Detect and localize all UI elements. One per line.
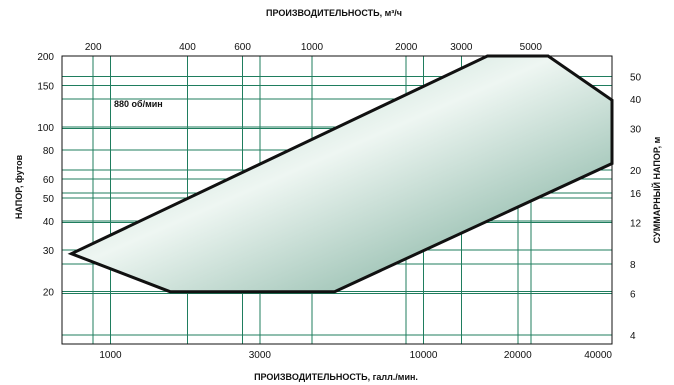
bottom-axis-title: ПРОИЗВОДИТЕЛЬНОСТЬ, галл./мин. bbox=[254, 372, 418, 382]
y-left-tick-label: 20 bbox=[43, 288, 55, 299]
x-bottom-tick-label: 1000 bbox=[99, 350, 122, 361]
top-axis-title: ПРОИЗВОДИТЕЛЬНОСТЬ, м³/ч bbox=[266, 8, 402, 18]
y-left-tick-label: 40 bbox=[43, 217, 55, 228]
y-right-tick-label: 50 bbox=[630, 72, 642, 83]
right-axis-title: СУММАРНЫЙ НАПОР, м bbox=[651, 136, 662, 243]
x-top-tick-label: 400 bbox=[179, 42, 196, 53]
x-top-tick-label: 600 bbox=[234, 42, 251, 53]
y-left-tick-label: 80 bbox=[43, 146, 55, 157]
left-axis-title: НАПОР, футов bbox=[14, 154, 24, 219]
y-left-tick-label: 50 bbox=[43, 194, 55, 205]
speed-annotation: 880 об/мин bbox=[114, 99, 163, 109]
y-right-tick-label: 6 bbox=[630, 289, 636, 300]
x-top-tick-label: 5000 bbox=[520, 42, 543, 53]
y-right-tick-label: 30 bbox=[630, 125, 642, 136]
y-right-tick-label: 20 bbox=[630, 166, 642, 177]
x-top-tick-label: 1000 bbox=[301, 42, 324, 53]
x-top-tick-label: 3000 bbox=[450, 42, 473, 53]
x-bottom-tick-label: 3000 bbox=[249, 350, 272, 361]
x-bottom-tick-label: 20000 bbox=[504, 350, 532, 361]
y-left-tick-label: 200 bbox=[37, 52, 54, 63]
y-right-tick-label: 40 bbox=[630, 95, 642, 106]
y-right-tick-label: 4 bbox=[630, 331, 636, 342]
y-left-tick-label: 150 bbox=[37, 81, 54, 92]
x-top-tick-label: 200 bbox=[85, 42, 102, 53]
x-bottom-tick-label: 40000 bbox=[584, 350, 612, 361]
x-bottom-tick-label: 10000 bbox=[410, 350, 438, 361]
y-right-tick-label: 16 bbox=[630, 189, 642, 200]
y-left-tick-label: 100 bbox=[37, 123, 54, 134]
y-right-tick-label: 8 bbox=[630, 260, 636, 271]
x-top-tick-label: 2000 bbox=[395, 42, 418, 53]
y-left-tick-label: 60 bbox=[43, 175, 55, 186]
y-left-tick-label: 30 bbox=[43, 246, 55, 257]
y-right-tick-label: 12 bbox=[630, 218, 642, 229]
plot-frame bbox=[61, 55, 613, 345]
